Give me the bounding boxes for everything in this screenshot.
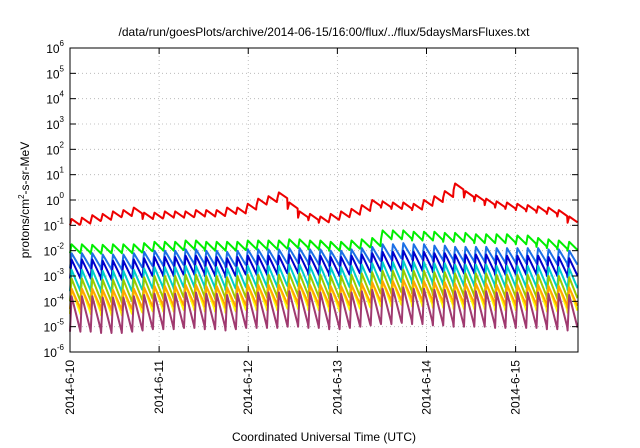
x-tick-label: 2014-6-11 [152,360,166,414]
y-axis-label-sup: 2 [17,194,26,199]
series-line-9 [69,286,579,334]
y-axis-label-suffix: -s-sr-MeV [18,142,32,195]
series-layer [69,182,579,334]
x-axis-label: Coordinated Universal Time (UTC) [232,430,416,444]
y-tick-label: 10-5 [44,318,65,335]
series-line-1 [69,182,579,226]
y-tick-label: 105 [46,64,64,81]
y-tick-label: 10-6 [44,343,65,360]
y-axis-label-prefix: protons/cm [18,199,32,258]
y-tick-label: 10-1 [44,216,65,233]
y-tick-label: 10-3 [44,267,65,284]
x-axis: 2014-6-10 2014-6-11 2014-6-12 2014-6-13 2014… [63,48,523,415]
y-axis: 10-6 10-5 10-4 10-3 10-2 10-1 100 101 102 103 104 1… [44,39,578,360]
y-tick-label: 10-4 [44,292,65,309]
x-tick-label: 2014-6-13 [330,360,344,415]
x-tick-label: 2014-6-10 [63,360,77,415]
y-axis-label: protons/cm2-s-sr-MeV [17,142,32,258]
chart-title: /data/run/goesPlots/archive/2014-06-15/1… [119,25,531,39]
y-tick-label: 103 [46,115,64,132]
y-tick-label: 102 [46,140,64,157]
series-line-2 [69,229,579,255]
y-tick-label: 10-2 [44,242,65,259]
x-tick-label: 2014-6-14 [419,360,433,415]
y-tick-label: 104 [46,90,64,107]
y-tick-label: 100 [46,191,64,208]
y-tick-label: 101 [46,166,64,183]
x-tick-label: 2014-6-12 [241,360,255,415]
y-tick-label: 106 [46,39,64,56]
x-tick-label: 2014-6-15 [509,360,523,415]
